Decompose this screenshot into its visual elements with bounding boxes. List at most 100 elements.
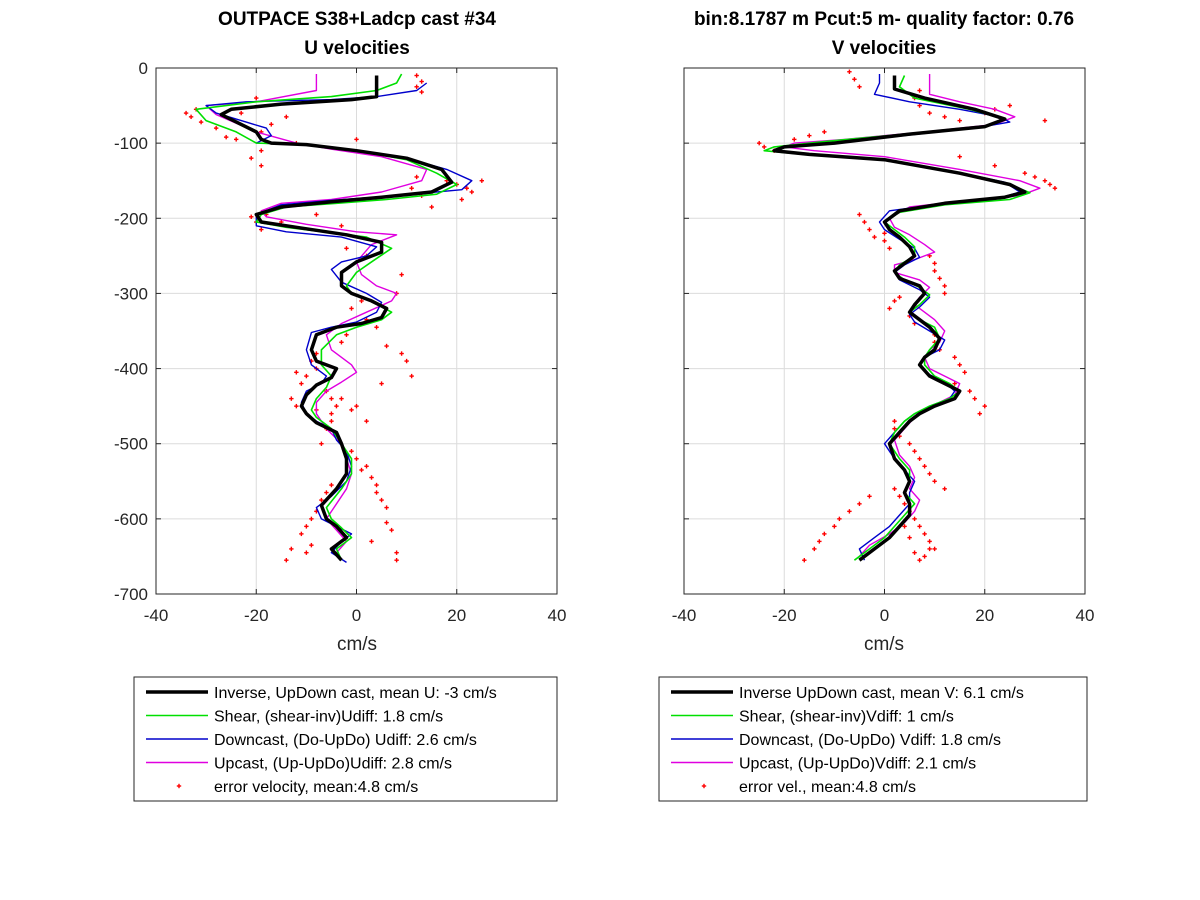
v-error-point — [952, 355, 957, 360]
u-error-point — [284, 557, 289, 563]
u-y-tick-label: -400 — [114, 360, 148, 379]
v-error-point — [942, 114, 947, 120]
u-x-tick-label: -40 — [144, 606, 169, 625]
u-error-point — [394, 557, 399, 563]
u-velocity-panel: OUTPACE S38+Ladcp cast #34 U velocities … — [114, 9, 566, 802]
v-legend-label-downcast: Downcast, (Do-UpDo) Vdiff: 1.8 cm/s — [739, 732, 1001, 749]
v-error-point — [922, 554, 927, 559]
v-error-point — [912, 449, 917, 454]
u-legend-entry-upcast: Upcast, (Up-UpDo)Udiff: 2.8 cm/s — [146, 756, 452, 773]
u-x-tick-label: -20 — [244, 606, 269, 625]
v-error-point — [792, 137, 797, 142]
u-legend-entry-shear: Shear, (shear-inv)Udiff: 1.8 cm/s — [146, 709, 443, 726]
u-error-point — [294, 403, 299, 409]
u-error-point — [409, 186, 414, 191]
v-error-point — [907, 535, 912, 540]
u-error-point — [359, 467, 364, 473]
u-error-point — [419, 89, 424, 95]
u-error-point — [299, 531, 304, 537]
v-plot-area — [756, 69, 1058, 563]
v-legend-label-error: error vel., mean:4.8 cm/s — [739, 779, 916, 796]
v-error-point — [817, 539, 822, 544]
v-x-tick-label: 40 — [1076, 606, 1095, 625]
v-error-point — [917, 557, 922, 563]
u-y-tick-label: -300 — [114, 284, 148, 303]
u-error-point — [319, 497, 324, 503]
u-error-point — [384, 505, 389, 510]
v-axes-frame — [683, 67, 1086, 595]
u-error-point — [289, 396, 294, 401]
v-error-point — [1022, 171, 1028, 176]
u-legend-entry-error: error velocity, mean:4.8 cm/s — [176, 779, 418, 796]
v-error-point — [1042, 178, 1048, 183]
u-error-point — [379, 381, 384, 386]
u-error-point — [349, 407, 354, 413]
u-error-point — [294, 370, 299, 375]
v-error-point — [1007, 103, 1013, 108]
v-x-tick-label: 20 — [975, 606, 994, 625]
u-legend-entry-inverse: Inverse, UpDown cast, mean U: -3 cm/s — [146, 685, 497, 702]
u-inverse-series-line — [219, 75, 454, 562]
u-error-point — [234, 137, 239, 142]
v-error-point — [917, 456, 922, 461]
v-error-point — [887, 306, 892, 311]
u-error-point — [213, 125, 219, 131]
v-error-point — [902, 524, 907, 529]
u-error-point — [464, 186, 469, 191]
v-error-point — [882, 238, 887, 244]
u-error-point — [259, 227, 264, 232]
v-error-point — [967, 388, 972, 394]
v-error-point — [1052, 186, 1058, 191]
v-error-point — [897, 494, 902, 499]
u-legend-entry-downcast: Downcast, (Do-UpDo) Udiff: 2.6 cm/s — [146, 732, 477, 749]
v-error-point — [912, 516, 917, 522]
v-error-point — [957, 154, 962, 159]
v-error-point — [887, 246, 892, 251]
v-error-point — [852, 77, 857, 82]
v-error-point — [882, 231, 887, 236]
v-error-point — [822, 531, 827, 537]
u-error-point — [374, 325, 379, 330]
u-plot-area — [183, 73, 485, 563]
v-error-point — [982, 403, 987, 409]
v-error-point — [927, 471, 932, 476]
u-error-point — [399, 272, 404, 277]
v-error-point — [932, 268, 937, 274]
u-y-tick-label: -700 — [114, 585, 148, 604]
u-error-point — [223, 134, 229, 140]
u-error-point — [354, 403, 359, 409]
u-error-point — [329, 482, 334, 488]
v-error-point — [927, 110, 932, 116]
v-error-velocity-series — [756, 69, 1058, 563]
u-error-point — [404, 358, 409, 364]
v-error-point — [962, 370, 967, 375]
v-error-point — [917, 524, 922, 529]
v-x-tick-label: -40 — [672, 606, 697, 625]
v-error-point — [932, 546, 937, 552]
u-legend-label-inverse: Inverse, UpDown cast, mean U: -3 cm/s — [214, 685, 497, 702]
v-error-point — [847, 509, 852, 514]
u-error-point — [429, 204, 434, 210]
v-legend-label-shear: Shear, (shear-inv)Vdiff: 1 cm/s — [739, 709, 954, 726]
u-error-point — [414, 174, 419, 180]
u-legend-marker-error — [176, 783, 182, 789]
u-error-point — [369, 475, 374, 480]
u-y-tick-label: 0 — [139, 59, 148, 78]
v-error-point — [862, 219, 867, 225]
u-x-tick-label: 0 — [352, 606, 361, 625]
v-error-point — [922, 531, 927, 537]
u-downcast-series-line — [205, 82, 473, 563]
v-error-point — [1042, 118, 1048, 123]
v-legend-label-inverse: Inverse UpDown cast, mean V: 6.1 cm/s — [739, 685, 1024, 702]
u-legend: Inverse, UpDown cast, mean U: -3 cm/s She… — [133, 676, 558, 802]
v-legend-entry-shear: Shear, (shear-inv)Vdiff: 1 cm/s — [671, 709, 954, 726]
u-error-point — [309, 542, 314, 548]
u-error-point — [188, 114, 194, 120]
u-error-point — [254, 95, 259, 101]
v-error-point — [1032, 174, 1038, 180]
v-velocity-panel: bin:8.1787 m Pcut:5 m- quality factor: 0… — [658, 9, 1095, 802]
v-error-point — [957, 118, 962, 123]
u-legend-label-shear: Shear, (shear-inv)Udiff: 1.8 cm/s — [214, 709, 443, 726]
v-error-point — [942, 283, 947, 289]
u-y-tick-label: -200 — [114, 209, 148, 228]
